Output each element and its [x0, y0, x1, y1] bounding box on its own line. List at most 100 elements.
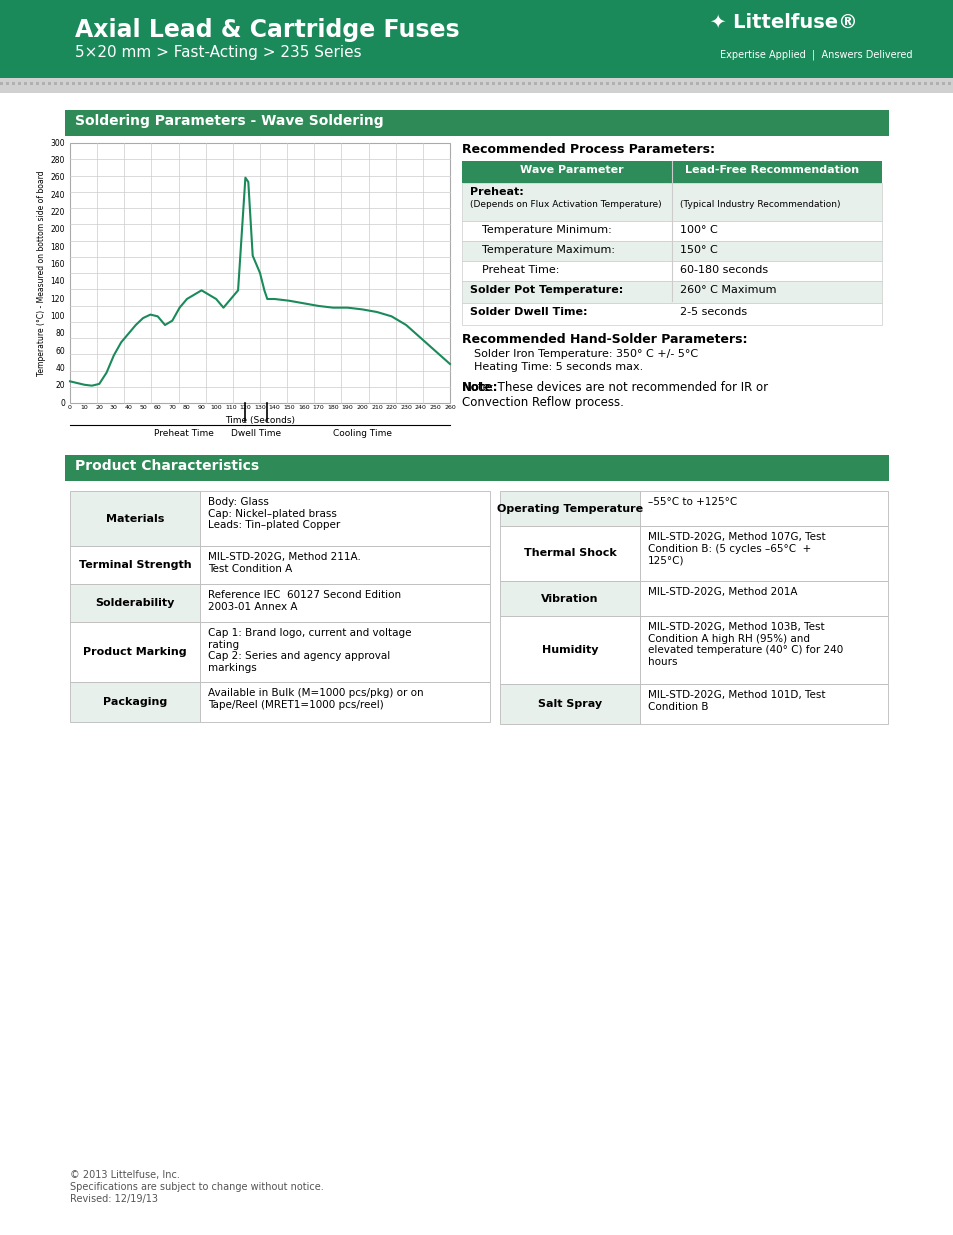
Bar — [499, 616, 639, 684]
Text: 170: 170 — [313, 405, 324, 410]
Bar — [70, 682, 200, 722]
Bar — [270, 82, 273, 85]
Bar — [516, 82, 518, 85]
Bar — [317, 82, 320, 85]
Bar — [641, 82, 644, 85]
Text: Note:: Note: — [461, 382, 498, 394]
Text: 120: 120 — [51, 294, 65, 304]
Bar — [200, 584, 490, 622]
Bar — [377, 82, 380, 85]
Bar — [138, 82, 141, 85]
Bar — [761, 82, 764, 85]
Bar — [797, 82, 801, 85]
Text: 150° C: 150° C — [679, 245, 717, 254]
Bar — [312, 82, 314, 85]
Bar — [731, 82, 734, 85]
Text: 30: 30 — [110, 405, 117, 410]
Text: 2-5 seconds: 2-5 seconds — [679, 308, 746, 317]
Bar — [200, 546, 490, 584]
Bar — [66, 82, 69, 85]
Bar — [499, 580, 639, 616]
Bar — [461, 183, 882, 221]
Bar — [96, 82, 99, 85]
Bar — [629, 82, 633, 85]
Text: 60-180 seconds: 60-180 seconds — [679, 266, 767, 275]
Bar — [65, 110, 888, 136]
Bar — [665, 82, 668, 85]
Bar — [743, 82, 746, 85]
Bar — [773, 82, 776, 85]
Bar — [815, 82, 818, 85]
Text: 210: 210 — [371, 405, 382, 410]
Bar — [359, 82, 363, 85]
Bar — [432, 82, 435, 85]
Bar — [654, 82, 657, 85]
Bar — [639, 526, 887, 580]
Bar — [869, 82, 872, 85]
Bar — [696, 82, 699, 85]
Bar — [18, 82, 21, 85]
Text: (Depends on Flux Activation Temperature): (Depends on Flux Activation Temperature) — [470, 200, 661, 209]
Text: 5×20 mm > Fast-Acting > 235 Series: 5×20 mm > Fast-Acting > 235 Series — [75, 44, 361, 61]
Bar — [108, 82, 111, 85]
Text: 0: 0 — [68, 405, 71, 410]
Text: Revised: 12/19/13: Revised: 12/19/13 — [70, 1194, 158, 1204]
Bar — [84, 82, 87, 85]
Bar — [54, 82, 57, 85]
Bar — [173, 82, 177, 85]
Text: Time (Seconds): Time (Seconds) — [225, 416, 294, 425]
Bar — [324, 82, 327, 85]
Bar — [204, 82, 207, 85]
Text: Salt Spray: Salt Spray — [537, 699, 601, 709]
Bar — [929, 82, 932, 85]
Bar — [401, 82, 405, 85]
Bar — [499, 492, 639, 526]
Text: 40: 40 — [55, 364, 65, 373]
Text: 150: 150 — [283, 405, 294, 410]
Text: 180: 180 — [51, 242, 65, 252]
Bar — [330, 82, 333, 85]
Bar — [833, 82, 836, 85]
Bar — [372, 82, 375, 85]
Text: 80: 80 — [55, 330, 65, 338]
Bar — [299, 82, 303, 85]
Bar — [917, 82, 920, 85]
Bar — [678, 82, 680, 85]
Text: 100: 100 — [210, 405, 222, 410]
Bar — [200, 492, 490, 546]
Bar — [605, 82, 608, 85]
Text: Humidity: Humidity — [541, 645, 598, 655]
Bar — [618, 82, 620, 85]
Bar — [499, 684, 639, 724]
Bar — [65, 454, 888, 480]
Bar — [647, 82, 650, 85]
Bar — [42, 82, 45, 85]
Bar — [461, 303, 882, 325]
Bar — [186, 82, 189, 85]
Bar — [659, 82, 662, 85]
Bar — [882, 82, 884, 85]
Text: Solderability: Solderability — [95, 598, 174, 608]
Text: 300: 300 — [51, 138, 65, 147]
Text: 220: 220 — [51, 207, 65, 217]
Bar — [905, 82, 908, 85]
Bar — [671, 82, 675, 85]
Text: Soldering Parameters - Wave Soldering: Soldering Parameters - Wave Soldering — [75, 114, 383, 128]
Bar — [639, 492, 887, 526]
Bar — [749, 82, 752, 85]
Text: Vibration: Vibration — [540, 594, 598, 604]
Bar — [30, 82, 33, 85]
Text: 250: 250 — [429, 405, 441, 410]
Text: 180: 180 — [327, 405, 338, 410]
Text: Body: Glass
Cap: Nickel–plated brass
Leads: Tin–plated Copper: Body: Glass Cap: Nickel–plated brass Lea… — [208, 496, 340, 530]
Bar — [294, 82, 296, 85]
Bar — [503, 82, 506, 85]
Text: 110: 110 — [225, 405, 236, 410]
Bar — [70, 584, 200, 622]
Bar — [636, 82, 639, 85]
Bar — [306, 82, 309, 85]
Bar — [71, 82, 75, 85]
Text: 80: 80 — [183, 405, 191, 410]
Text: 60: 60 — [153, 405, 161, 410]
Bar — [461, 221, 882, 241]
